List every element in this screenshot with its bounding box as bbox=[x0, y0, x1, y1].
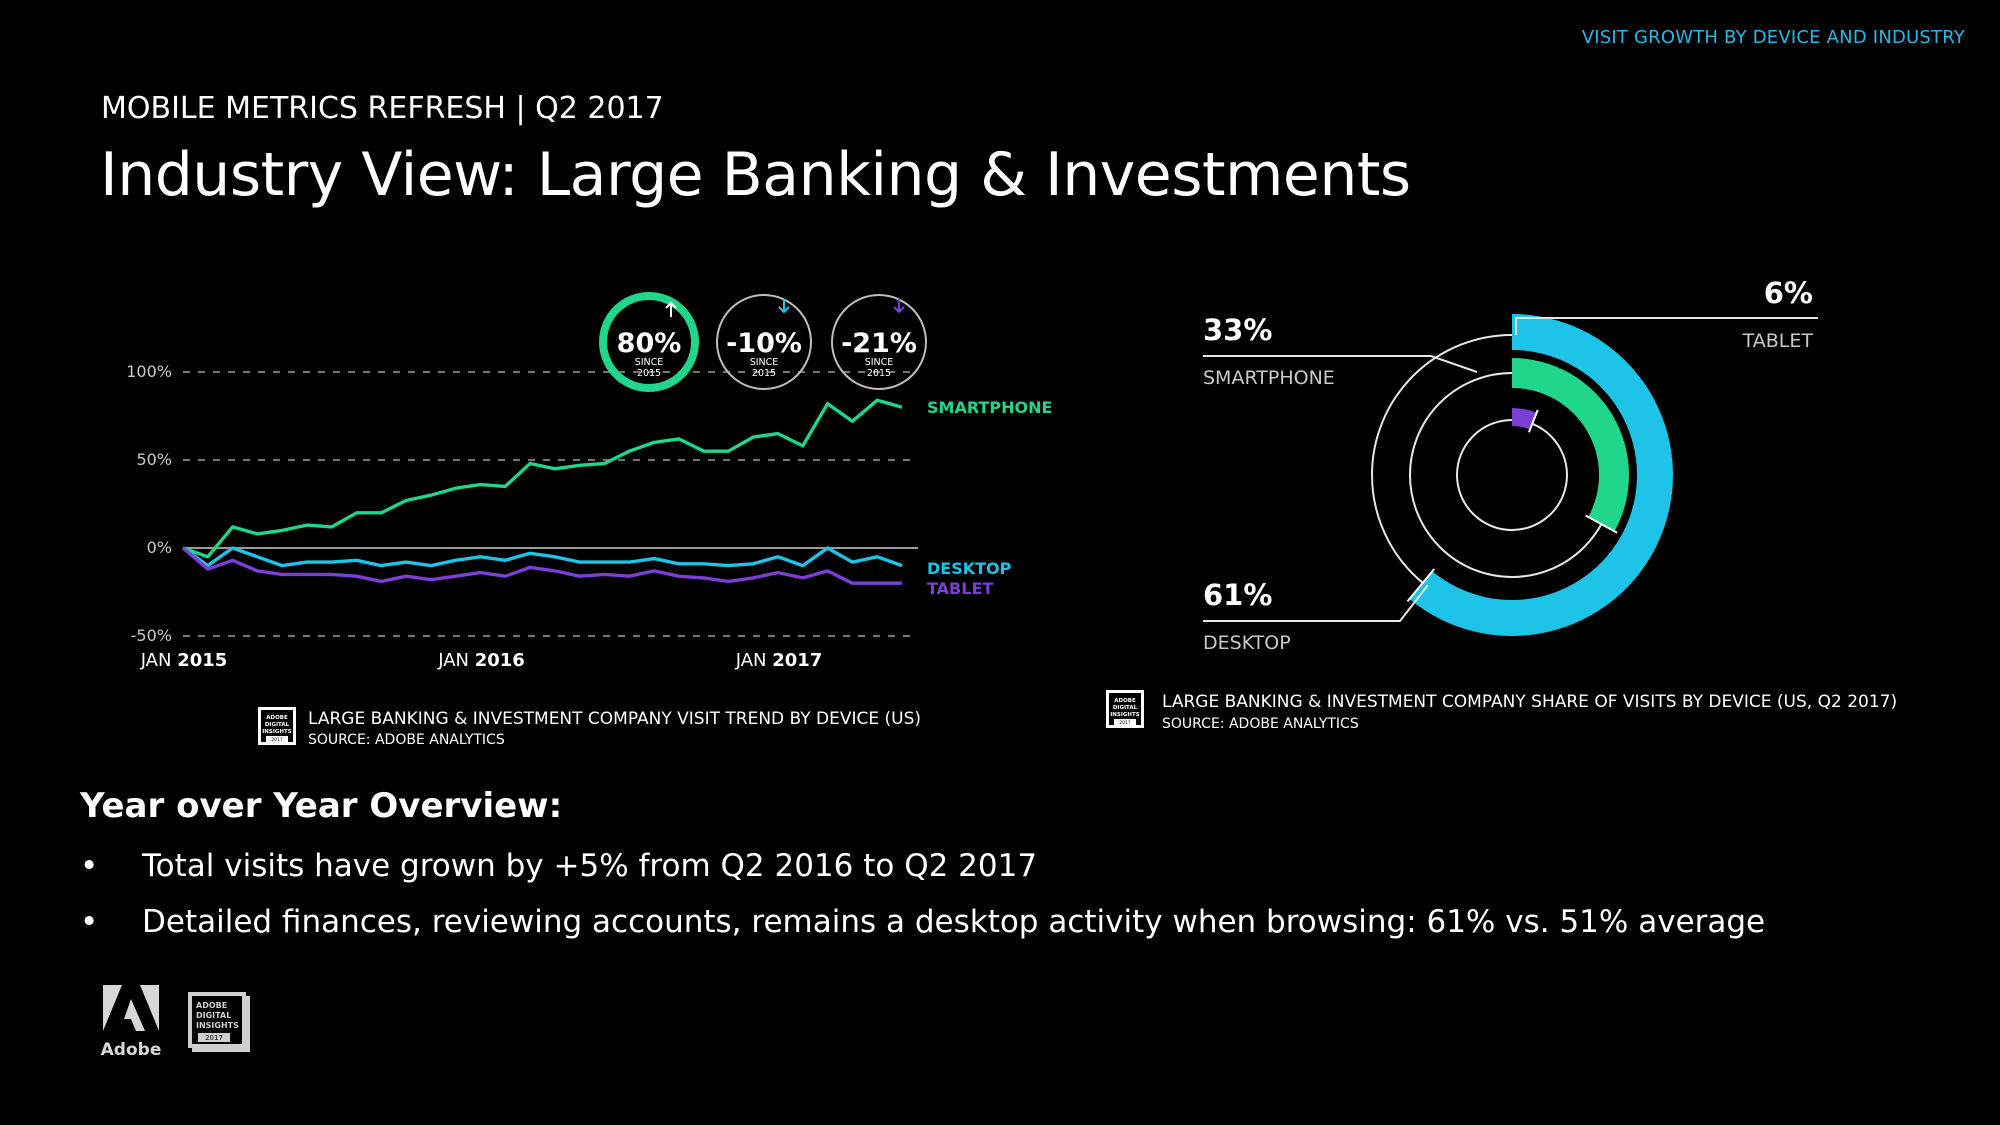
donut-slice-tablet bbox=[1512, 408, 1537, 429]
slide: VISIT GROWTH BY DEVICE AND INDUSTRY MOBI… bbox=[0, 0, 2000, 1125]
donut-chart-caption: ADOBE DIGITAL INSIGHTS 2017 LARGE BANKIN… bbox=[1106, 690, 1897, 732]
donut-guide-ring bbox=[1457, 420, 1567, 530]
line-chart-caption: ADOBE DIGITAL INSIGHTS 2017 LARGE BANKIN… bbox=[258, 707, 921, 748]
badge-line-2: DIGITAL bbox=[1113, 705, 1138, 711]
donut-value-desktop: 61% bbox=[1203, 578, 1272, 612]
badge-line-2: DIGITAL bbox=[265, 722, 290, 728]
device-share-donut-chart: 33% SMARTPHONE 61% DESKTOP 6% TABLET ADOBE DI… bbox=[1090, 280, 2000, 750]
line-chart-source: SOURCE: ADOBE ANALYTICS bbox=[308, 732, 505, 748]
badge-line-4: 2017 bbox=[205, 1034, 223, 1042]
x-tick-month: JAN bbox=[437, 650, 475, 671]
y-axis-ticks: 100% 50% 0% -50% bbox=[126, 362, 172, 645]
badge-value: 80% bbox=[617, 328, 682, 359]
donut-value-tablet: 6% bbox=[1764, 280, 1813, 310]
series-line-smartphone bbox=[183, 400, 902, 557]
overview-heading: Year over Year Overview: bbox=[80, 786, 562, 826]
x-tick-label: JAN 2016 bbox=[437, 650, 525, 671]
badge-year: 2015 bbox=[752, 368, 776, 379]
line-chart-title: LARGE BANKING & INVESTMENT COMPANY VISIT… bbox=[308, 709, 921, 729]
badge-line-1: ADOBE bbox=[266, 715, 288, 721]
badge-line-3: INSIGHTS bbox=[1110, 712, 1140, 718]
donut-label-tablet: TABLET bbox=[1742, 330, 1814, 352]
bullet-text: Total visits have grown by +5% from Q2 2… bbox=[142, 848, 1037, 884]
x-tick-label: JAN 2015 bbox=[140, 650, 228, 671]
donut-rings bbox=[1372, 314, 1673, 636]
series-line-desktop bbox=[183, 548, 902, 566]
adobe-digital-insights-badge: ADOBE DIGITAL INSIGHTS 2017 bbox=[188, 992, 252, 1054]
x-tick-month: JAN bbox=[735, 650, 773, 671]
overview-bullet: • Total visits have grown by +5% from Q2 … bbox=[80, 848, 1037, 884]
bullet-glyph: • bbox=[80, 904, 142, 940]
series-label-tablet: TABLET bbox=[927, 579, 993, 598]
visit-trend-line-chart: 100%50%0%-50% JAN 2015 JAN 2016 JAN 2017 8… bbox=[0, 280, 1100, 760]
badge-year: 2015 bbox=[637, 368, 661, 379]
badge-since: SINCE bbox=[865, 357, 894, 368]
x-tick-label: JAN 2017 bbox=[735, 650, 823, 671]
arrow-up-icon bbox=[666, 303, 676, 317]
y-tick-label: 100% bbox=[126, 362, 172, 381]
adobe-wordmark: Adobe bbox=[101, 1040, 162, 1060]
x-tick-year: 2016 bbox=[475, 650, 525, 671]
x-axis-ticks: JAN 2015 JAN 2016 JAN 2017 bbox=[140, 650, 823, 671]
bullet-text: Detailed finances, reviewing accounts, r… bbox=[142, 904, 1765, 940]
chart-gridlines bbox=[183, 372, 918, 636]
donut-value-smartphone: 33% bbox=[1203, 313, 1272, 347]
adobe-logo: Adobe bbox=[100, 985, 162, 1063]
adi-badge-small-icon: ADOBE DIGITAL INSIGHTS 2017 bbox=[258, 707, 296, 745]
donut-labels: 33% SMARTPHONE 61% DESKTOP 6% TABLET bbox=[1203, 280, 1818, 654]
overview-bullet: • Detailed finances, reviewing accounts, … bbox=[80, 904, 1765, 940]
badge-value: -10% bbox=[726, 328, 802, 359]
chart-series bbox=[183, 400, 902, 583]
y-tick-label: 0% bbox=[147, 538, 172, 557]
donut-label-smartphone: SMARTPHONE bbox=[1203, 367, 1335, 389]
page-title: Industry View: Large Banking & Investmen… bbox=[100, 140, 1411, 210]
badge-line-1: ADOBE bbox=[196, 1001, 227, 1010]
badge-line-3: INSIGHTS bbox=[196, 1021, 239, 1030]
badge-line-4: 2017 bbox=[271, 737, 283, 743]
section-tag: VISIT GROWTH BY DEVICE AND INDUSTRY bbox=[1582, 27, 1965, 48]
donut-label-desktop: DESKTOP bbox=[1203, 632, 1291, 654]
badge-value: -21% bbox=[841, 328, 917, 359]
badge-line-4: 2017 bbox=[1119, 720, 1131, 726]
badge-year: 2015 bbox=[867, 368, 891, 379]
adi-badge-small-icon: ADOBE DIGITAL INSIGHTS 2017 bbox=[1106, 690, 1144, 728]
series-label-desktop: DESKTOP bbox=[927, 559, 1012, 578]
x-tick-year: 2017 bbox=[772, 650, 822, 671]
badge-since: SINCE bbox=[750, 357, 779, 368]
bullet-glyph: • bbox=[80, 848, 142, 884]
badge-since: SINCE bbox=[635, 357, 664, 368]
x-tick-month: JAN bbox=[140, 650, 178, 671]
series-label-smartphone: SMARTPHONE bbox=[927, 398, 1052, 417]
badge-line-2: DIGITAL bbox=[196, 1011, 231, 1020]
donut-chart-source: SOURCE: ADOBE ANALYTICS bbox=[1162, 716, 1359, 732]
badge-line-1: ADOBE bbox=[1114, 698, 1136, 704]
x-tick-year: 2015 bbox=[177, 650, 227, 671]
y-tick-label: 50% bbox=[136, 450, 172, 469]
report-kicker: MOBILE METRICS REFRESH | Q2 2017 bbox=[101, 91, 664, 126]
donut-chart-title: LARGE BANKING & INVESTMENT COMPANY SHARE… bbox=[1162, 692, 1897, 712]
y-tick-label: -50% bbox=[131, 626, 172, 645]
badge-line-3: INSIGHTS bbox=[262, 729, 292, 735]
